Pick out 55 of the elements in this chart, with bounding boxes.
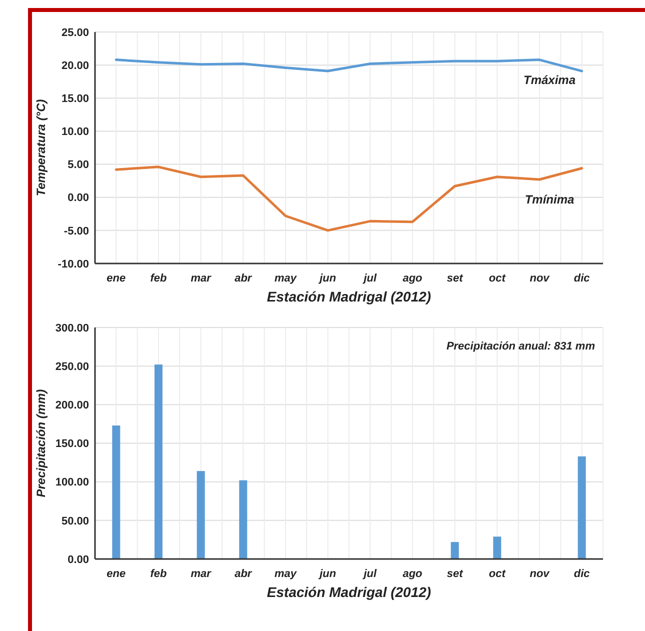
x-tick-label: may [274,272,298,284]
x-tick-label: mar [190,568,212,580]
bar [112,426,120,559]
x-tick-label: nov [530,568,550,580]
x-tick-label: mar [190,272,212,284]
x-tick-label: set [446,272,464,284]
y-axis-title: Temperatura (°C) [34,99,48,196]
x-tick-label: jun [318,272,336,284]
y-tick-label: 10.00 [61,126,89,138]
x-axis-title: Estación Madrigal (2012) [266,288,432,304]
x-tick-label: oct [488,568,507,580]
x-tick-label: feb [150,568,168,580]
series-label: Tmínima [524,192,574,206]
x-tick-label: abr [234,568,252,580]
y-tick-label: -5.00 [64,225,89,238]
x-tick-label: jun [318,568,336,580]
line-series [114,166,584,232]
series-label: Tmáxima [523,72,576,87]
x-tick-label: jul [362,568,378,580]
line-series [114,58,584,72]
y-tick-label: 5.00 [68,159,89,172]
y-tick-label: 300.00 [55,322,89,334]
annotation: Precipitación anual: 831 mm [446,340,596,352]
x-tick-label: jul [362,272,378,284]
bar [196,471,205,559]
x-tick-label: feb [150,272,168,284]
bar [578,456,586,559]
y-tick-label: 0.00 [68,554,89,566]
y-tick-label: 100.00 [55,476,89,489]
x-tick-label: ene [106,568,126,580]
y-tick-label: 25.00 [61,26,89,39]
bar [154,364,162,559]
x-tick-label: set [446,568,464,580]
bar [450,542,459,559]
x-tick-label: oct [488,272,507,284]
x-axis-title: Estación Madrigal (2012) [266,584,432,600]
x-tick-label: ago [402,272,423,284]
x-tick-label: ene [106,272,126,284]
y-tick-label: 200.00 [55,400,89,412]
y-tick-label: -10.00 [58,258,89,270]
y-tick-label: 15.00 [61,92,89,105]
x-tick-label: dic [574,272,590,284]
y-tick-label: 50.00 [61,515,89,528]
x-tick-label: dic [574,568,590,580]
y-axis-title: Precipitación (mm) [34,389,48,498]
bar [239,480,248,559]
x-tick-label: nov [530,272,550,284]
x-tick-label: may [274,568,298,580]
bar [493,536,502,559]
y-tick-label: 0.00 [68,192,89,204]
x-tick-label: ago [402,568,423,580]
x-tick-label: abr [234,272,252,284]
y-tick-label: 250.00 [55,360,89,373]
y-tick-label: 20.00 [61,60,89,72]
y-tick-label: 150.00 [55,438,89,450]
